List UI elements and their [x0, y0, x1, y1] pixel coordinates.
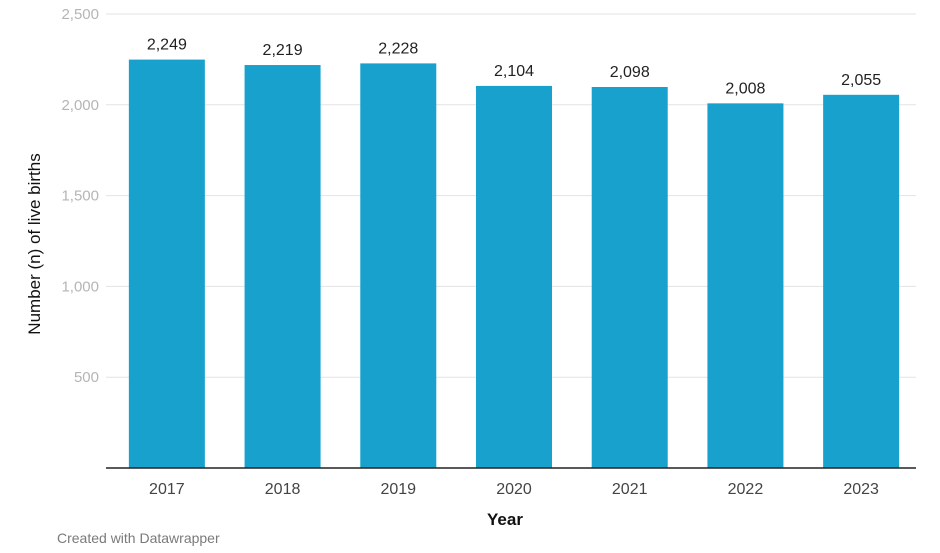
data-label: 2,228	[378, 40, 418, 57]
bar	[128, 59, 205, 468]
x-axis-title: Year	[487, 510, 523, 529]
y-tick-label: 2,000	[61, 97, 99, 114]
y-axis-ticks: 500 1,000 1,500 2,000 2,500	[61, 6, 99, 386]
data-label: 2,055	[841, 72, 881, 89]
credit-note: Created with Datawrapper	[57, 530, 220, 546]
x-tick-label: 2022	[728, 481, 764, 498]
bar	[591, 87, 668, 468]
data-labels: 2,249 2,219 2,228 2,104 2,098 2,008 2,055	[147, 37, 881, 98]
y-tick-label: 2,500	[61, 6, 99, 23]
bars	[128, 59, 900, 468]
x-tick-label: 2018	[265, 481, 301, 498]
data-label: 2,249	[147, 37, 187, 54]
x-axis-ticks: 2017 2018 2019 2020 2021 2022 2023	[149, 481, 879, 498]
bar	[476, 85, 552, 468]
x-tick-label: 2023	[843, 481, 879, 498]
y-axis-title: Number (n) of live births	[25, 153, 44, 334]
x-tick-label: 2017	[149, 481, 185, 498]
data-label: 2,104	[494, 63, 534, 80]
y-tick-label: 500	[74, 369, 99, 386]
x-tick-label: 2021	[612, 481, 648, 498]
bar	[244, 65, 321, 468]
x-tick-label: 2020	[496, 481, 532, 498]
x-tick-label: 2019	[380, 481, 416, 498]
data-label: 2,008	[725, 80, 765, 97]
bar	[360, 63, 437, 468]
y-tick-label: 1,000	[61, 278, 99, 295]
data-label: 2,098	[610, 64, 650, 81]
bar	[823, 94, 900, 468]
bar	[707, 103, 784, 468]
data-label: 2,219	[263, 42, 303, 59]
y-tick-label: 1,500	[61, 188, 99, 205]
